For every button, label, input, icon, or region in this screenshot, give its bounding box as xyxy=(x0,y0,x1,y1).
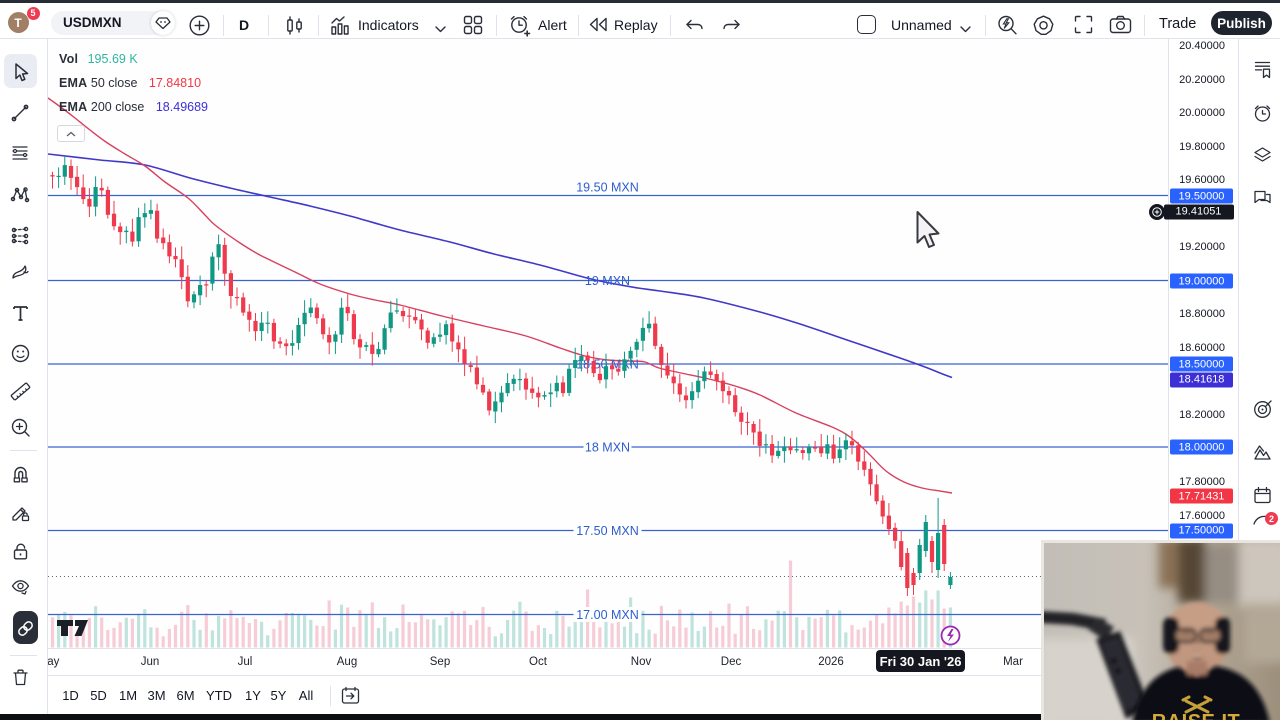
svg-text:19 MXN: 19 MXN xyxy=(585,274,630,288)
svg-text:19.50 MXN: 19.50 MXN xyxy=(576,181,639,195)
svg-text:17.50 MXN: 17.50 MXN xyxy=(576,524,639,538)
svg-text:18 MXN: 18 MXN xyxy=(585,441,630,455)
svg-text:17.00 MXN: 17.00 MXN xyxy=(576,608,639,622)
svg-text:RAISE IT: RAISE IT xyxy=(1152,711,1240,720)
